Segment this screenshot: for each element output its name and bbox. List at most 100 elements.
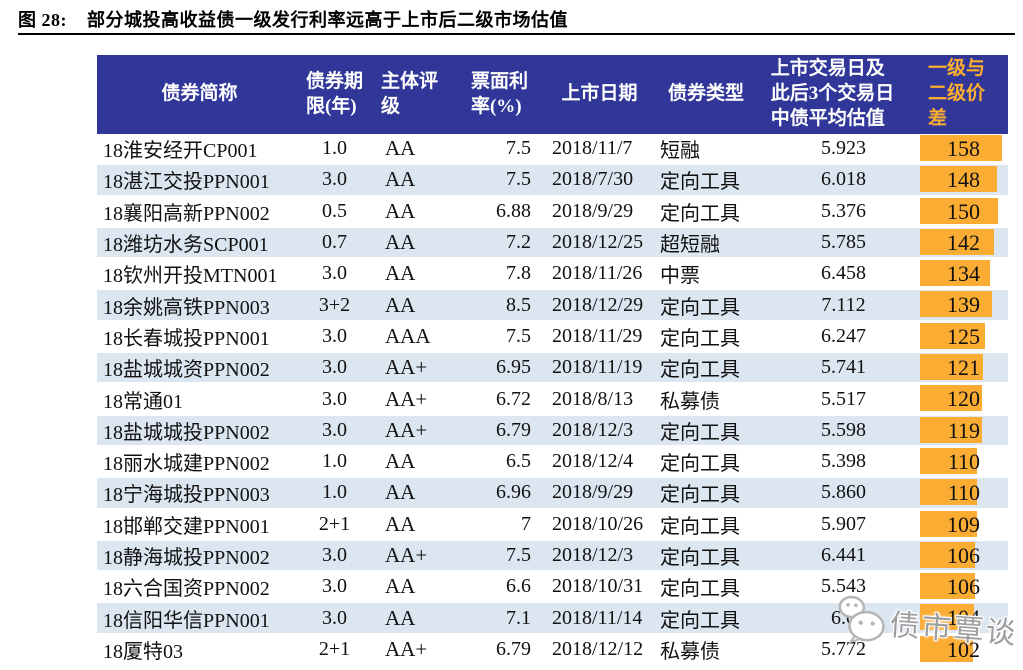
spread-data-bar [920, 479, 977, 506]
cell-rating: AA+ [385, 636, 428, 661]
cell-type: 私募债 [660, 640, 720, 663]
figure-title: 图 28: 部分城投高收益债一级发行利率远高于上市后二级市场估值 [18, 6, 568, 32]
spread-data-bar [920, 354, 983, 381]
cell-rating: AA [385, 261, 416, 286]
table-row: 18淮安经开CP001 1.0 AA 7.5 2018/11/7 短融 5.923 158 [97, 134, 1008, 166]
cell-term: 3.0 [322, 575, 347, 598]
spread-data-bar [920, 416, 982, 443]
cell-valuation: 5.860 [821, 481, 866, 504]
cell-rating: AA [385, 605, 416, 630]
cell-valuation: 6.018 [821, 168, 866, 191]
table-row: 18余姚高铁PPN003 3+2 AA 8.5 2018/12/29 定向工具 7.112 1… [97, 290, 1008, 322]
spread-value: 109 [947, 511, 980, 537]
cell-name: 18长春城投PPN001 [103, 327, 270, 350]
cell-term: 1.0 [322, 481, 347, 504]
spread-value: 139 [947, 292, 980, 318]
cell-type: 短融 [660, 140, 700, 163]
cell-type: 中票 [660, 265, 700, 288]
cell-coupon: 6.72 [496, 387, 531, 410]
column-header-label: 主体评 级 [380, 70, 438, 117]
table-row: 18潍坊水务SCP001 0.7 AA 7.2 2018/12/25 超短融 5.785 14… [97, 227, 1008, 260]
cell-rating: AA [385, 136, 416, 161]
cell-type: 定向工具 [660, 359, 740, 382]
cell-term: 1.0 [322, 137, 347, 160]
cell-spread: 119 [905, 416, 1008, 445]
column-header-label: 票面利 率(%) [470, 70, 528, 117]
cell-valuation: 5.598 [821, 418, 866, 441]
spread-data-bar [920, 447, 977, 474]
cell-date: 2018/10/31 [552, 575, 644, 598]
table-row: 18信阳华信PPN001 3.0 AA 7.1 2018/11/14 定向工具 6.0 104 [97, 603, 1008, 635]
cell-date: 2018/11/19 [552, 356, 643, 379]
cell-valuation: 5.376 [821, 199, 866, 222]
cell-valuation: 6.441 [821, 544, 866, 566]
cell-type: 超短融 [660, 234, 720, 257]
column-header-rating: 主体评 级 [367, 55, 452, 134]
column-header-label: 债券简称 [161, 83, 238, 105]
column-header-name: 债券简称 [97, 55, 302, 134]
cell-term: 2+1 [318, 512, 351, 535]
cell-spread: 102 [905, 635, 1008, 664]
cell-rating: AA+ [385, 386, 428, 411]
spread-data-bar [920, 228, 994, 255]
cell-name: 18淮安经开CP001 [103, 140, 258, 163]
cell-date: 2018/12/4 [552, 450, 634, 473]
cell-coupon: 6.88 [496, 199, 531, 222]
column-header-label: 上市交易日及 此后3个交易日 中债平均估值 [770, 58, 895, 129]
cell-type: 定向工具 [660, 547, 740, 569]
spread-value: 134 [947, 261, 980, 287]
cell-type: 私募债 [660, 390, 720, 413]
column-header-term: 债券期 限(年) [302, 55, 367, 134]
cell-date: 2018/11/29 [552, 324, 643, 347]
cell-valuation: 5.741 [821, 356, 866, 379]
cell-spread: 150 [905, 197, 1008, 226]
table-row: 18宁海城投PPN003 1.0 AA 6.96 2018/9/29 定向工具 5.860 1… [97, 478, 1008, 510]
cell-type: 定向工具 [660, 171, 740, 194]
cell-name: 18信阳华信PPN001 [103, 609, 270, 632]
cell-type: 定向工具 [660, 609, 740, 632]
cell-spread: 110 [905, 478, 1008, 507]
spread-value: 106 [947, 574, 980, 600]
cell-spread: 106 [905, 541, 1008, 570]
spread-value: 106 [947, 542, 980, 568]
cell-spread: 125 [905, 322, 1008, 351]
cell-date: 2018/12/25 [552, 231, 644, 254]
cell-type: 定向工具 [660, 327, 740, 350]
spread-data-bar [920, 635, 973, 662]
cell-coupon: 8.5 [506, 293, 531, 316]
cell-valuation: 5.398 [821, 450, 866, 473]
cell-date: 2018/11/7 [552, 137, 633, 160]
bond-table: 债券简称 债券期 限(年) 主体评 级票面利 率(%) 上市日期 债券类型 上市交易日及 … [97, 55, 1008, 667]
cell-name: 18厦特03 [103, 640, 183, 663]
cell-spread: 134 [905, 259, 1008, 288]
column-header-coupon: 票面利 率(%) [452, 55, 547, 134]
column-header-date: 上市日期 [547, 55, 652, 134]
cell-date: 2018/12/12 [552, 637, 644, 660]
cell-date: 2018/7/30 [552, 168, 634, 191]
cell-rating: AA [385, 480, 416, 505]
spread-data-bar [920, 166, 997, 193]
table-row: 18常通01 3.0 AA+ 6.72 2018/8/13 私募债 5.517 120 [97, 384, 1008, 416]
cell-spread: 121 [905, 353, 1008, 382]
spread-value: 142 [947, 229, 980, 255]
table-header-row: 债券简称 债券期 限(年) 主体评 级票面利 率(%) 上市日期 债券类型 上市交易日及 … [97, 55, 1008, 134]
table-row: 18邯郸交建PPN001 2+1 AA 7 2018/10/26 定向工具 5.907 109 [97, 509, 1008, 541]
spread-value: 102 [947, 636, 980, 662]
cell-spread: 120 [905, 384, 1008, 413]
column-header-label: 债券期 限(年) [305, 70, 363, 117]
cell-coupon: 7.5 [506, 168, 531, 191]
cell-rating: AA [385, 449, 416, 474]
cell-type: 定向工具 [660, 296, 740, 319]
table-row: 18丽水城建PPN002 1.0 AA 6.5 2018/12/4 定向工具 5.398 11… [97, 446, 1008, 479]
cell-date: 2018/10/26 [552, 512, 644, 535]
column-header-type: 债券类型 [652, 55, 760, 134]
cell-name: 18余姚高铁PPN003 [103, 296, 270, 319]
cell-valuation: 7.112 [821, 293, 866, 316]
cell-spread: 109 [905, 510, 1008, 539]
cell-rating: AA+ [385, 355, 428, 380]
cell-name: 18盐城城投PPN002 [103, 421, 270, 444]
cell-valuation: 5.543 [821, 575, 866, 598]
cell-rating: AA [385, 167, 416, 192]
cell-rating: AAA [385, 323, 431, 348]
cell-valuation: 5.517 [821, 387, 866, 410]
